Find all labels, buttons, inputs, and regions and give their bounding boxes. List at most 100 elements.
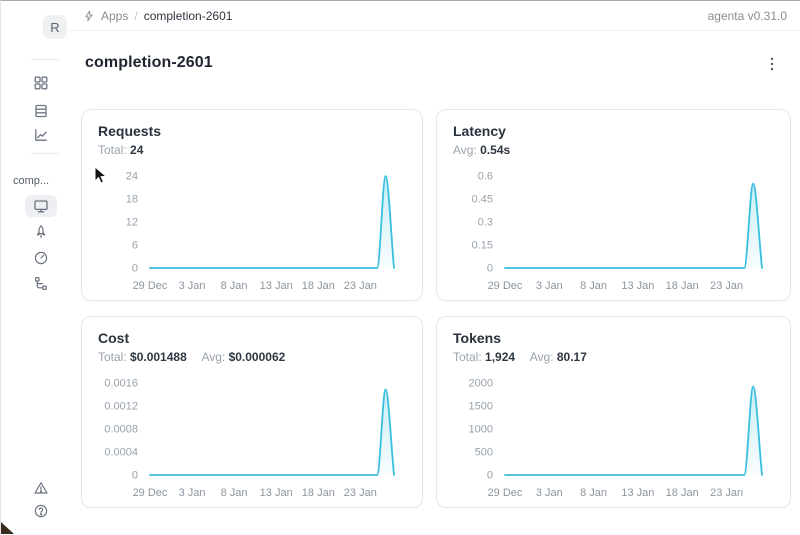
svg-text:29 Dec: 29 Dec (488, 487, 523, 499)
svg-text:0: 0 (487, 263, 493, 275)
chart-stats: Total: 1,924 Avg: 80.17 (453, 349, 774, 365)
metrics-grid: Requests Total: 24 24 18 12 6 0 29 Dec 3 Jan 8 … (81, 109, 791, 508)
svg-text:8 Jan: 8 Jan (580, 487, 607, 499)
svg-text:0: 0 (132, 470, 138, 482)
svg-text:23 Jan: 23 Jan (710, 280, 743, 292)
svg-text:2000: 2000 (469, 378, 493, 390)
sidebar-item-traces[interactable] (33, 275, 49, 291)
svg-text:23 Jan: 23 Jan (710, 487, 743, 499)
monitor-icon (33, 198, 49, 214)
version-label: agenta v0.31.0 (707, 9, 787, 23)
top-header: Apps / completion-2601 agenta v0.31.0 (65, 1, 800, 31)
svg-text:1000: 1000 (469, 424, 493, 436)
svg-text:18 Jan: 18 Jan (666, 280, 699, 292)
svg-text:8 Jan: 8 Jan (221, 487, 248, 499)
latency-card: Latency Avg: 0.54s 0.6 0.45 0.3 0.15 0 29 Dec… (436, 109, 791, 301)
svg-text:0.3: 0.3 (478, 217, 493, 229)
svg-text:18 Jan: 18 Jan (302, 487, 335, 499)
cost-card: Cost Total: $0.001488 Avg: $0.000062 0.0… (81, 316, 423, 508)
sidebar-item-evaluations[interactable] (33, 250, 49, 266)
svg-text:8 Jan: 8 Jan (580, 280, 607, 292)
chart-stats: Total: 24 (98, 142, 406, 158)
sidebar-item-apps[interactable] (33, 75, 49, 91)
chart-title: Tokens (453, 330, 501, 346)
sidebar-item-observability[interactable] (33, 127, 49, 143)
stat-label: Avg: (453, 143, 477, 157)
stat-label: Avg: (201, 350, 226, 364)
stat-value: $0.000062 (228, 350, 286, 364)
svg-text:0: 0 (487, 470, 493, 482)
svg-text:0.6: 0.6 (478, 171, 493, 183)
svg-text:12: 12 (126, 217, 138, 229)
rocket-icon (33, 224, 49, 240)
svg-text:29 Dec: 29 Dec (133, 280, 168, 292)
table-rows-icon (33, 103, 49, 119)
svg-text:0: 0 (132, 263, 138, 275)
requests-card: Requests Total: 24 24 18 12 6 0 29 Dec 3 Jan 8 … (81, 109, 423, 301)
requests-chart: 24 18 12 6 0 29 Dec 3 Jan 8 Jan 13 Jan 18 Jan 23 J… (98, 162, 406, 294)
stat-value: 24 (130, 143, 144, 157)
sidebar-item-help[interactable] (33, 503, 49, 519)
svg-text:0.45: 0.45 (472, 194, 493, 206)
svg-text:0.0008: 0.0008 (104, 424, 138, 436)
svg-text:3 Jan: 3 Jan (179, 280, 206, 292)
sidebar-divider (31, 59, 59, 60)
svg-text:23 Jan: 23 Jan (344, 280, 377, 292)
breadcrumb-apps-link[interactable]: Apps (101, 9, 129, 23)
sidebar-item-playground[interactable] (33, 224, 49, 240)
stat-value: 0.54s (480, 143, 511, 157)
alert-triangle-icon (33, 480, 49, 496)
stat-label: Total: (453, 350, 482, 364)
help-circle-icon (33, 503, 49, 519)
breadcrumb-current: completion-2601 (143, 9, 233, 23)
workspace-avatar[interactable]: R (43, 15, 67, 39)
svg-text:18 Jan: 18 Jan (302, 280, 335, 292)
svg-text:0.0012: 0.0012 (104, 401, 138, 413)
svg-text:3 Jan: 3 Jan (536, 487, 563, 499)
svg-text:8 Jan: 8 Jan (221, 280, 248, 292)
sidebar-item-testsets[interactable] (33, 103, 49, 119)
page-title: completion-2601 (85, 54, 213, 71)
sidebar-item-overview[interactable] (33, 198, 49, 214)
stat-value: 1,924 (485, 350, 516, 364)
svg-text:18: 18 (126, 194, 138, 206)
stat-value: $0.001488 (130, 350, 187, 364)
workspace-avatar-letter: R (50, 19, 60, 35)
svg-text:0.0016: 0.0016 (104, 378, 138, 390)
svg-text:0.0004: 0.0004 (104, 447, 138, 459)
svg-text:24: 24 (126, 171, 138, 183)
svg-text:13 Jan: 13 Jan (260, 280, 293, 292)
tokens-chart: 2000 1500 1000 500 0 29 Dec 3 Jan 8 Jan 13 Jan 18… (453, 369, 774, 501)
svg-text:23 Jan: 23 Jan (344, 487, 377, 499)
corner-artifact (1, 522, 14, 534)
sidebar-item-status[interactable] (33, 480, 49, 496)
stat-label: Total: (98, 143, 127, 157)
sidebar-item-overview-active-bg[interactable] (25, 195, 57, 217)
app-section-label: comp... (13, 175, 50, 187)
svg-text:29 Dec: 29 Dec (133, 487, 168, 499)
svg-text:18 Jan: 18 Jan (666, 487, 699, 499)
trace-tree-icon (33, 275, 49, 291)
chart-stats: Total: $0.001488 Avg: $0.000062 (98, 349, 406, 365)
latency-chart: 0.6 0.45 0.3 0.15 0 29 Dec 3 Jan 8 Jan 13 Jan 18 … (453, 162, 774, 294)
stat-value: 80.17 (556, 350, 587, 364)
sidebar-divider (31, 153, 59, 154)
svg-text:13 Jan: 13 Jan (260, 487, 293, 499)
svg-text:500: 500 (475, 447, 493, 459)
kebab-icon (765, 55, 779, 73)
cost-chart: 0.0016 0.0012 0.0008 0.0004 0 29 Dec 3 Jan 8 Ja… (98, 369, 406, 501)
breadcrumb-separator: / (134, 9, 138, 23)
lightning-bolt-icon (83, 10, 95, 22)
breadcrumb: Apps / completion-2601 (83, 1, 232, 31)
svg-text:29 Dec: 29 Dec (488, 280, 523, 292)
apps-grid-icon (33, 75, 49, 91)
page-menu-button[interactable] (763, 54, 781, 74)
tokens-card: Tokens Total: 1,924 Avg: 80.17 2000 1500 1… (436, 316, 791, 508)
svg-text:0.15: 0.15 (472, 240, 493, 252)
chart-stats: Avg: 0.54s (453, 142, 774, 158)
stat-label: Total: (98, 350, 127, 364)
svg-text:3 Jan: 3 Jan (179, 487, 206, 499)
stat-label: Avg: (529, 350, 554, 364)
chart-title: Latency (453, 123, 506, 139)
